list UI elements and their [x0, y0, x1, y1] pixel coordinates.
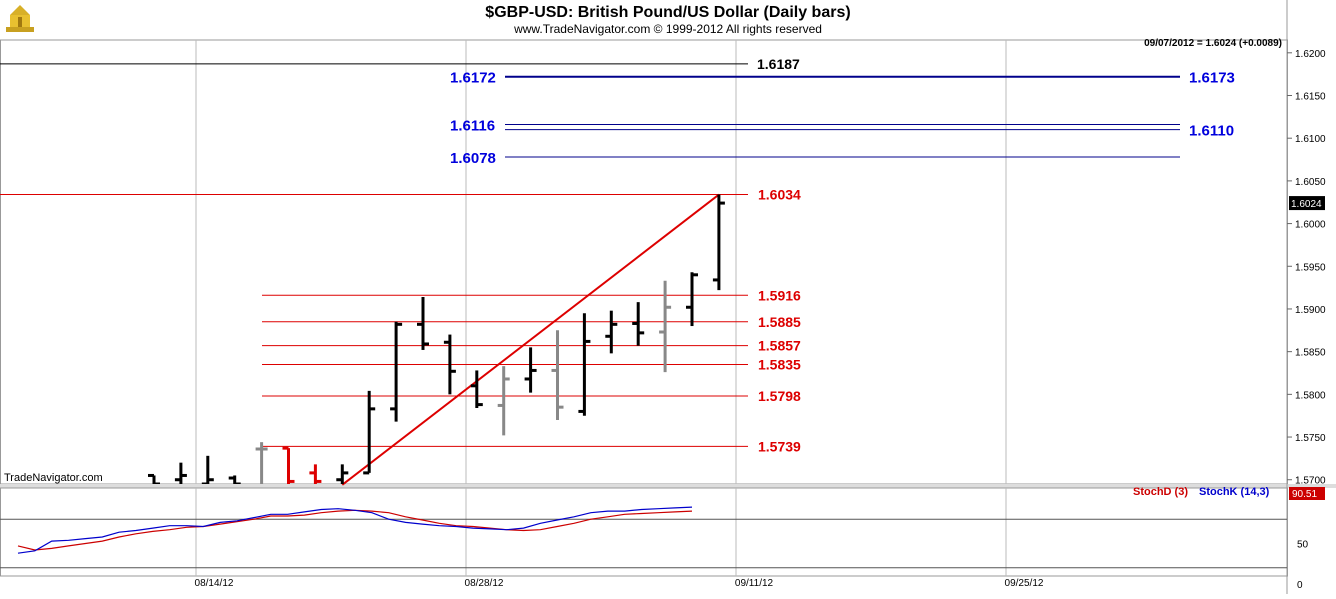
ohlc-bar — [417, 297, 429, 350]
stoch-last-box — [1289, 487, 1325, 500]
watermark-text: TradeNavigator.com — [4, 472, 103, 484]
ohlc-bar — [659, 280, 672, 373]
last-price-label: 1.6024 — [1291, 199, 1322, 210]
last-quote: 09/07/2012 = 1.6024 (+0.0089) — [1144, 38, 1282, 49]
ohlc-bar — [174, 462, 187, 484]
ohlc-bar — [282, 446, 295, 484]
stoch-panel-frame — [0, 487, 1288, 577]
x-tick-label: 09/25/12 — [1005, 578, 1044, 589]
panel-splitter — [0, 484, 1336, 488]
ohlc-bar — [201, 455, 214, 484]
y-tick-label: 1.5950 — [1295, 262, 1326, 273]
ohlc-bar — [363, 390, 376, 475]
ohlc-bar — [470, 370, 483, 409]
ohlc-bar — [686, 272, 698, 327]
y-tick-label: 1.6200 — [1295, 49, 1326, 60]
stoch-y-tick-label: 50 — [1297, 540, 1309, 551]
fib-level-label: 1.5857 — [758, 338, 801, 354]
x-tick-label: 08/28/12 — [465, 578, 504, 589]
level-label-blue-left: 1.6172 — [450, 70, 496, 87]
ohlc-bar — [390, 321, 403, 422]
stoch-y-tick-label: 0 — [1297, 580, 1303, 591]
y-tick-label: 1.5900 — [1295, 305, 1326, 316]
y-tick-label: 1.5700 — [1295, 476, 1326, 487]
ohlc-bar — [309, 464, 322, 484]
ohlc-bar — [497, 366, 510, 436]
copyright-text: www.TradeNavigator.com © 1999-2012 All r… — [513, 22, 822, 36]
level-label-blue-left: 1.6078 — [450, 150, 496, 167]
ohlc-bar — [336, 464, 349, 484]
stoch-d-legend: StochD (3) — [1133, 486, 1188, 498]
fib-level-label: 1.5916 — [758, 287, 801, 303]
y-tick-label: 1.5750 — [1295, 433, 1326, 444]
ohlc-bar — [578, 313, 591, 416]
ohlc-bar — [551, 330, 564, 420]
y-tick-label: 1.5800 — [1295, 390, 1326, 401]
level-label-blue-left: 1.6116 — [450, 118, 495, 135]
ohlc-bars — [148, 194, 725, 484]
trendline — [341, 193, 720, 486]
level-label-black: 1.6187 — [757, 56, 800, 72]
y-tick-label: 1.5850 — [1295, 348, 1326, 359]
ohlc-bar — [632, 302, 645, 346]
chart-title: $GBP-USD: British Pound/US Dollar (Daily… — [485, 4, 850, 21]
x-tick-label: 08/14/12 — [195, 578, 234, 589]
stoch-k-legend: StochK (14,3) — [1199, 486, 1270, 498]
level-label-blue-right: 1.6173 — [1189, 70, 1235, 87]
y-tick-label: 1.6000 — [1295, 220, 1326, 231]
fib-level-label: 1.5835 — [758, 356, 801, 372]
trade-navigator-logo — [6, 5, 34, 32]
last-price-box — [1289, 196, 1325, 211]
fib-level-label: 1.5798 — [758, 388, 801, 404]
ohlc-bar — [228, 475, 241, 484]
fib-level-label: 1.5885 — [758, 314, 801, 330]
ohlc-bar — [712, 194, 725, 291]
stoch-k-line — [17, 506, 693, 554]
level-label-blue-right: 1.6110 — [1189, 123, 1234, 140]
stoch-last-label: 90.51 — [1292, 489, 1317, 500]
price-panel-frame — [0, 39, 1288, 485]
x-tick-label: 09/11/12 — [735, 578, 774, 589]
ohlc-bar — [255, 442, 268, 484]
y-tick-label: 1.6100 — [1295, 134, 1326, 145]
y-tick-label: 1.6150 — [1295, 92, 1326, 103]
y-tick-label: 1.6050 — [1295, 177, 1326, 188]
ohlc-bar — [443, 334, 456, 395]
stoch-d-line — [17, 509, 693, 551]
fib-level-label: 1.6034 — [758, 187, 801, 203]
fib-level-label: 1.5739 — [758, 438, 801, 454]
ohlc-bar — [148, 473, 160, 484]
ohlc-bar — [605, 310, 618, 354]
ohlc-bar — [524, 347, 537, 393]
